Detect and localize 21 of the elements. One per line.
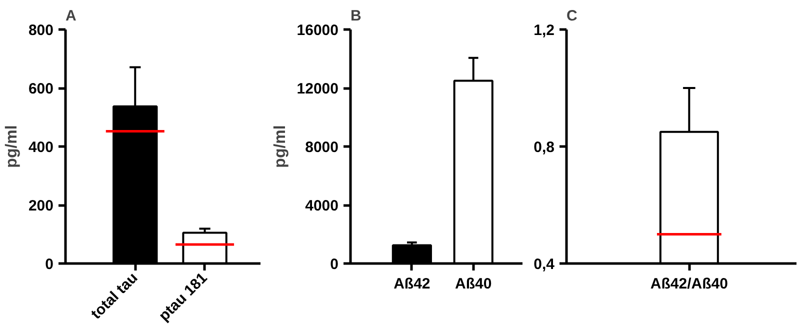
x-tick-label: Aß40 — [455, 276, 492, 292]
y-tick-label: 0 — [330, 256, 338, 273]
chart-title: B — [350, 8, 362, 24]
y-tick-label: 200 — [28, 198, 54, 214]
y-tick-label: 800 — [28, 22, 54, 39]
chart-title: C — [566, 8, 578, 24]
y-tick-label: 600 — [28, 80, 54, 98]
y-tick-label: 4000 — [305, 198, 339, 214]
y-tick-label: 0 — [45, 256, 54, 273]
y-tick-label: 0,8 — [534, 139, 555, 156]
y-tick-label: 400 — [28, 139, 54, 156]
y-tick-label: 16000 — [296, 22, 339, 39]
y-tick-label: 8000 — [305, 139, 339, 156]
chart-title: A — [66, 8, 76, 24]
y-tick-label: 1,2 — [534, 22, 555, 39]
y-tick-label: 0,4 — [534, 256, 556, 273]
y-tick-label: 12000 — [296, 80, 339, 98]
x-tick-label: Aß42/Aß40 — [650, 276, 728, 292]
y-axis-title: pg/ml — [272, 125, 289, 168]
y-axis-title: pg/ml — [3, 125, 20, 168]
x-tick-label: Aß42 — [394, 276, 430, 292]
